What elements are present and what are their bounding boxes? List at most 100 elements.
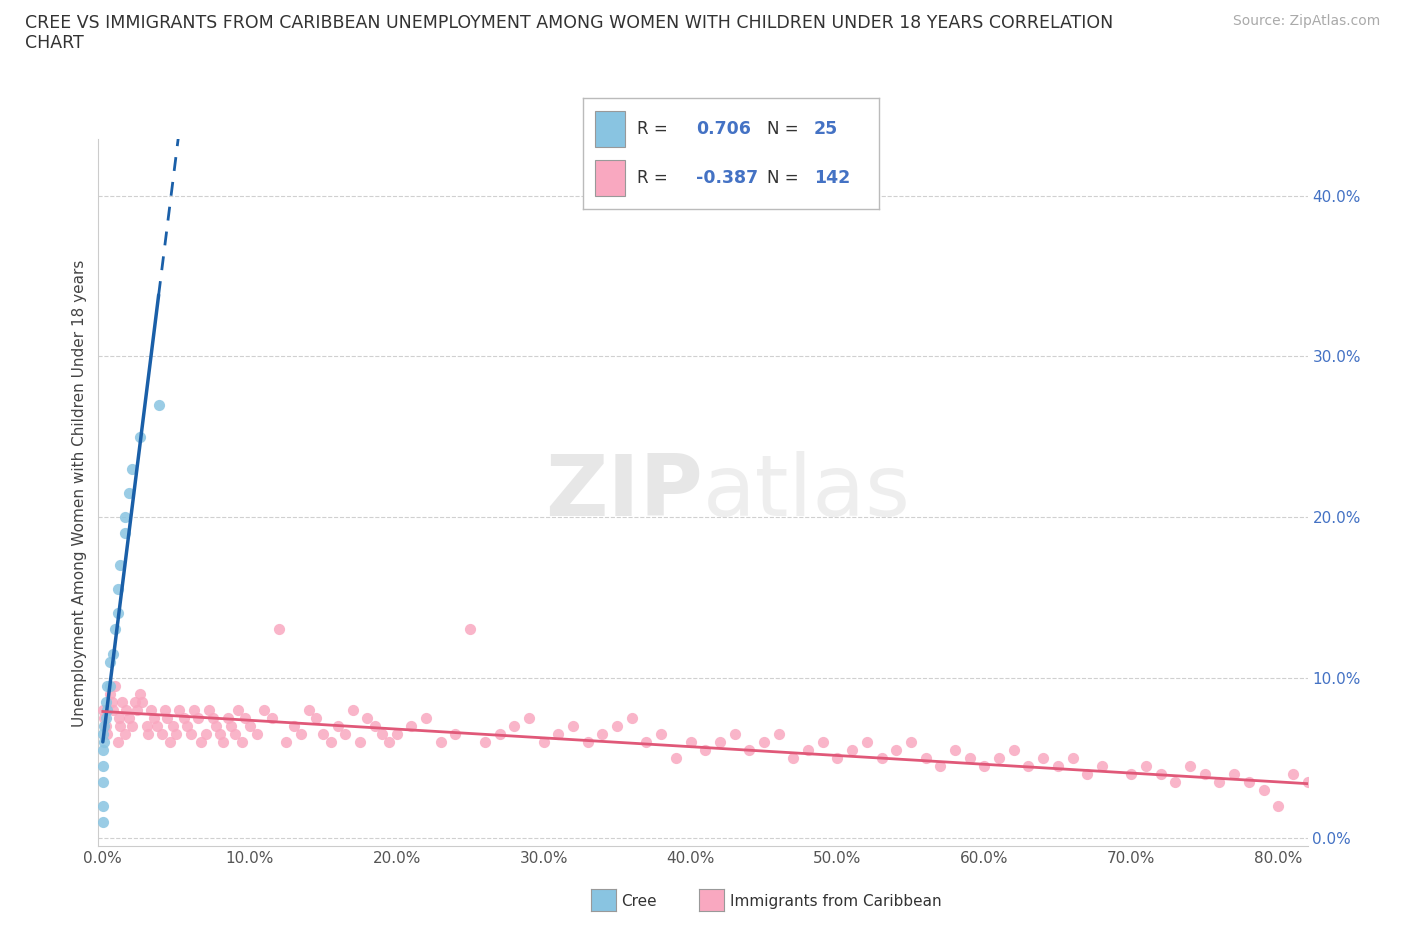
Point [385, 726, 408, 741]
Point [162, 718, 184, 733]
Point [150, 726, 173, 741]
Point [1310, 783, 1333, 798]
Point [212, 735, 235, 750]
Point [782, 751, 804, 765]
Point [121, 718, 143, 733]
Point [141, 702, 163, 717]
Point [1296, 775, 1319, 790]
Point [1178, 759, 1201, 774]
Point [378, 735, 401, 750]
Point [312, 726, 335, 741]
Text: R =: R = [637, 169, 672, 187]
Text: 142: 142 [814, 169, 851, 187]
Point [1362, 790, 1385, 805]
Point [98, 654, 121, 669]
Point [900, 735, 922, 750]
Point [401, 718, 423, 733]
Point [107, 582, 129, 597]
Point [665, 751, 688, 765]
Point [93, 735, 115, 750]
Point [342, 702, 364, 717]
Point [217, 711, 239, 725]
Point [959, 751, 981, 765]
Point [797, 742, 820, 757]
Point [187, 711, 209, 725]
Point [297, 702, 319, 717]
Point [153, 702, 176, 717]
Point [93, 718, 115, 733]
Point [209, 726, 232, 741]
Text: atlas: atlas [703, 451, 911, 535]
Point [124, 695, 146, 710]
Point [91, 799, 114, 814]
Point [363, 718, 385, 733]
Point [1208, 775, 1230, 790]
Point [503, 718, 526, 733]
Point [146, 718, 169, 733]
Point [269, 622, 291, 637]
Point [636, 735, 658, 750]
Point [91, 815, 114, 830]
Text: Immigrants from Caribbean: Immigrants from Caribbean [730, 894, 942, 909]
Point [176, 718, 198, 733]
Point [1135, 759, 1157, 774]
Text: CREE VS IMMIGRANTS FROM CARIBBEAN UNEMPLOYMENT AMONG WOMEN WITH CHILDREN UNDER 1: CREE VS IMMIGRANTS FROM CARIBBEAN UNEMPL… [25, 14, 1114, 32]
Point [110, 718, 132, 733]
Point [260, 711, 283, 725]
Point [429, 735, 451, 750]
Point [91, 759, 114, 774]
Point [135, 718, 157, 733]
Point [1194, 766, 1216, 781]
Point [1340, 790, 1362, 805]
Point [752, 735, 775, 750]
Point [91, 742, 114, 757]
Point [239, 718, 262, 733]
Point [100, 695, 122, 710]
Point [929, 759, 952, 774]
Point [444, 726, 467, 741]
Point [91, 702, 114, 717]
Point [576, 735, 599, 750]
Point [118, 485, 141, 500]
Point [101, 702, 124, 717]
Point [231, 735, 253, 750]
Text: 25: 25 [814, 120, 838, 138]
Text: N =: N = [766, 120, 803, 138]
Point [111, 695, 134, 710]
Point [943, 742, 966, 757]
Point [290, 726, 312, 741]
Point [1164, 775, 1187, 790]
Point [103, 678, 125, 693]
Point [856, 735, 879, 750]
Point [679, 735, 702, 750]
Point [1046, 759, 1069, 774]
Point [94, 711, 117, 725]
Point [94, 718, 117, 733]
Point [194, 726, 217, 741]
Bar [595, 160, 624, 196]
Point [474, 735, 496, 750]
Point [723, 726, 745, 741]
Point [1253, 783, 1275, 798]
Point [91, 775, 114, 790]
Point [870, 751, 893, 765]
Point [202, 711, 225, 725]
Point [121, 461, 143, 476]
Text: N =: N = [766, 169, 803, 187]
Point [841, 742, 863, 757]
Point [128, 430, 150, 445]
Point [1150, 766, 1173, 781]
Point [547, 726, 569, 741]
Point [93, 711, 115, 725]
Point [1076, 766, 1098, 781]
Point [1267, 799, 1289, 814]
Point [197, 702, 219, 717]
Point [371, 726, 394, 741]
Point [226, 702, 249, 717]
Point [173, 711, 195, 725]
Point [1376, 806, 1399, 821]
Point [101, 646, 124, 661]
Point [190, 735, 212, 750]
Point [650, 726, 672, 741]
Point [205, 718, 228, 733]
